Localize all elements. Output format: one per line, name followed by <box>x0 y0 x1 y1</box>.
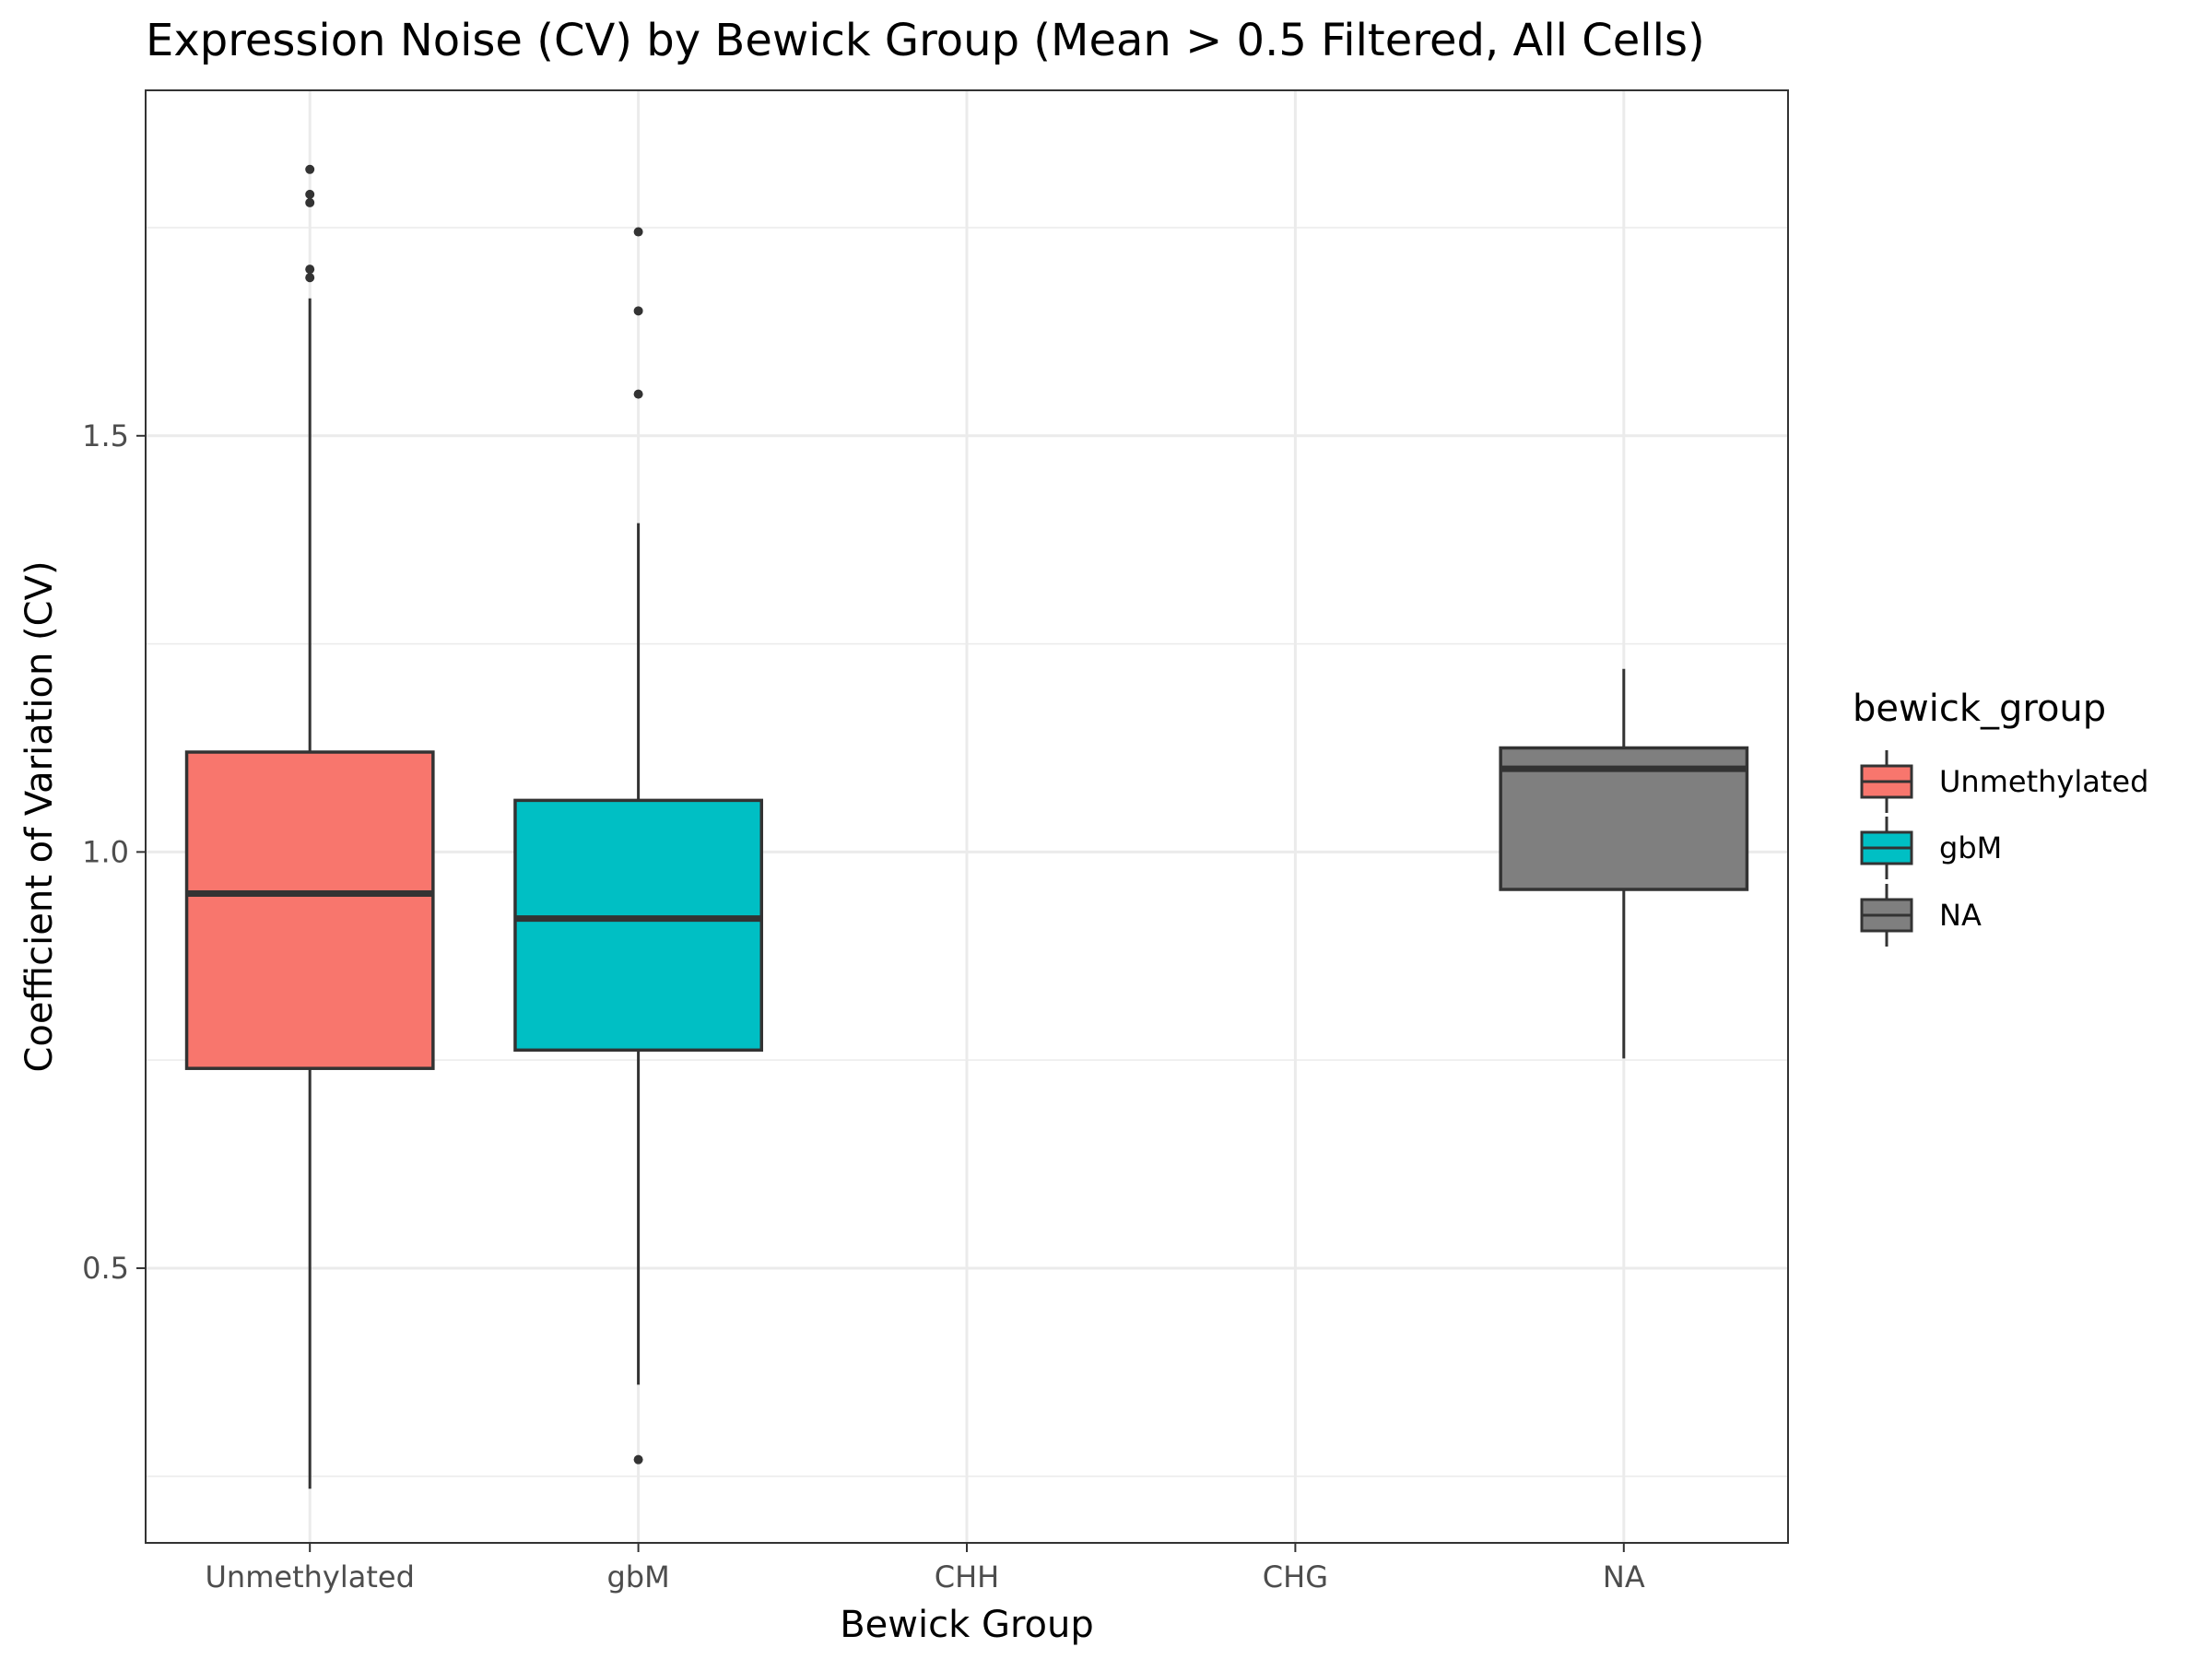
legend-label: gbM <box>1939 830 2002 865</box>
legend-item-na: NA <box>1860 884 1982 947</box>
y-axis-title: Coefficient of Variation (CV) <box>18 560 61 1072</box>
box-unmethylated <box>184 164 435 1489</box>
x-tick-label: CHH <box>935 1559 999 1594</box>
legend-label: NA <box>1939 898 1982 933</box>
outlier-point <box>305 164 315 174</box>
boxes <box>184 164 1749 1489</box>
outlier-point <box>305 197 315 207</box>
x-axis-title: Bewick Group <box>840 1604 1094 1646</box>
x-tick-label: Unmethylated <box>206 1559 415 1594</box>
outlier-point <box>305 189 315 199</box>
box-na <box>1499 668 1749 1059</box>
plot-area <box>145 89 1789 1544</box>
outlier-point <box>633 389 643 399</box>
outlier-point <box>633 306 643 316</box>
x-axis: Unmethylated gbM CHH CHG NA <box>206 1543 1645 1594</box>
legend-label: Unmethylated <box>1939 764 2148 799</box>
legend-item-unmethylated: Unmethylated <box>1860 750 2148 813</box>
iqr-box <box>513 798 763 1053</box>
y-tick-label: 1.0 <box>82 834 129 869</box>
outlier-point <box>305 273 315 283</box>
iqr-box <box>184 750 435 1070</box>
chart-title: Expression Noise (CV) by Bewick Group (M… <box>146 15 1705 66</box>
box-gbm <box>513 227 763 1465</box>
x-tick-label: gbM <box>606 1559 669 1594</box>
outlier-point <box>633 227 643 237</box>
x-tick-label: NA <box>1603 1559 1645 1594</box>
outlier-point <box>633 1454 643 1465</box>
y-tick-label: 0.5 <box>82 1251 129 1286</box>
legend-title: bewick_group <box>1853 688 2106 730</box>
y-axis: 0.5 1.0 1.5 <box>82 418 146 1286</box>
legend: bewick_group Unmethylated gbM NA <box>1853 688 2148 947</box>
x-tick-label: CHG <box>1263 1559 1328 1594</box>
outlier-point <box>305 265 315 275</box>
y-tick-label: 1.5 <box>82 418 129 453</box>
legend-item-gbm: gbM <box>1860 817 2002 879</box>
